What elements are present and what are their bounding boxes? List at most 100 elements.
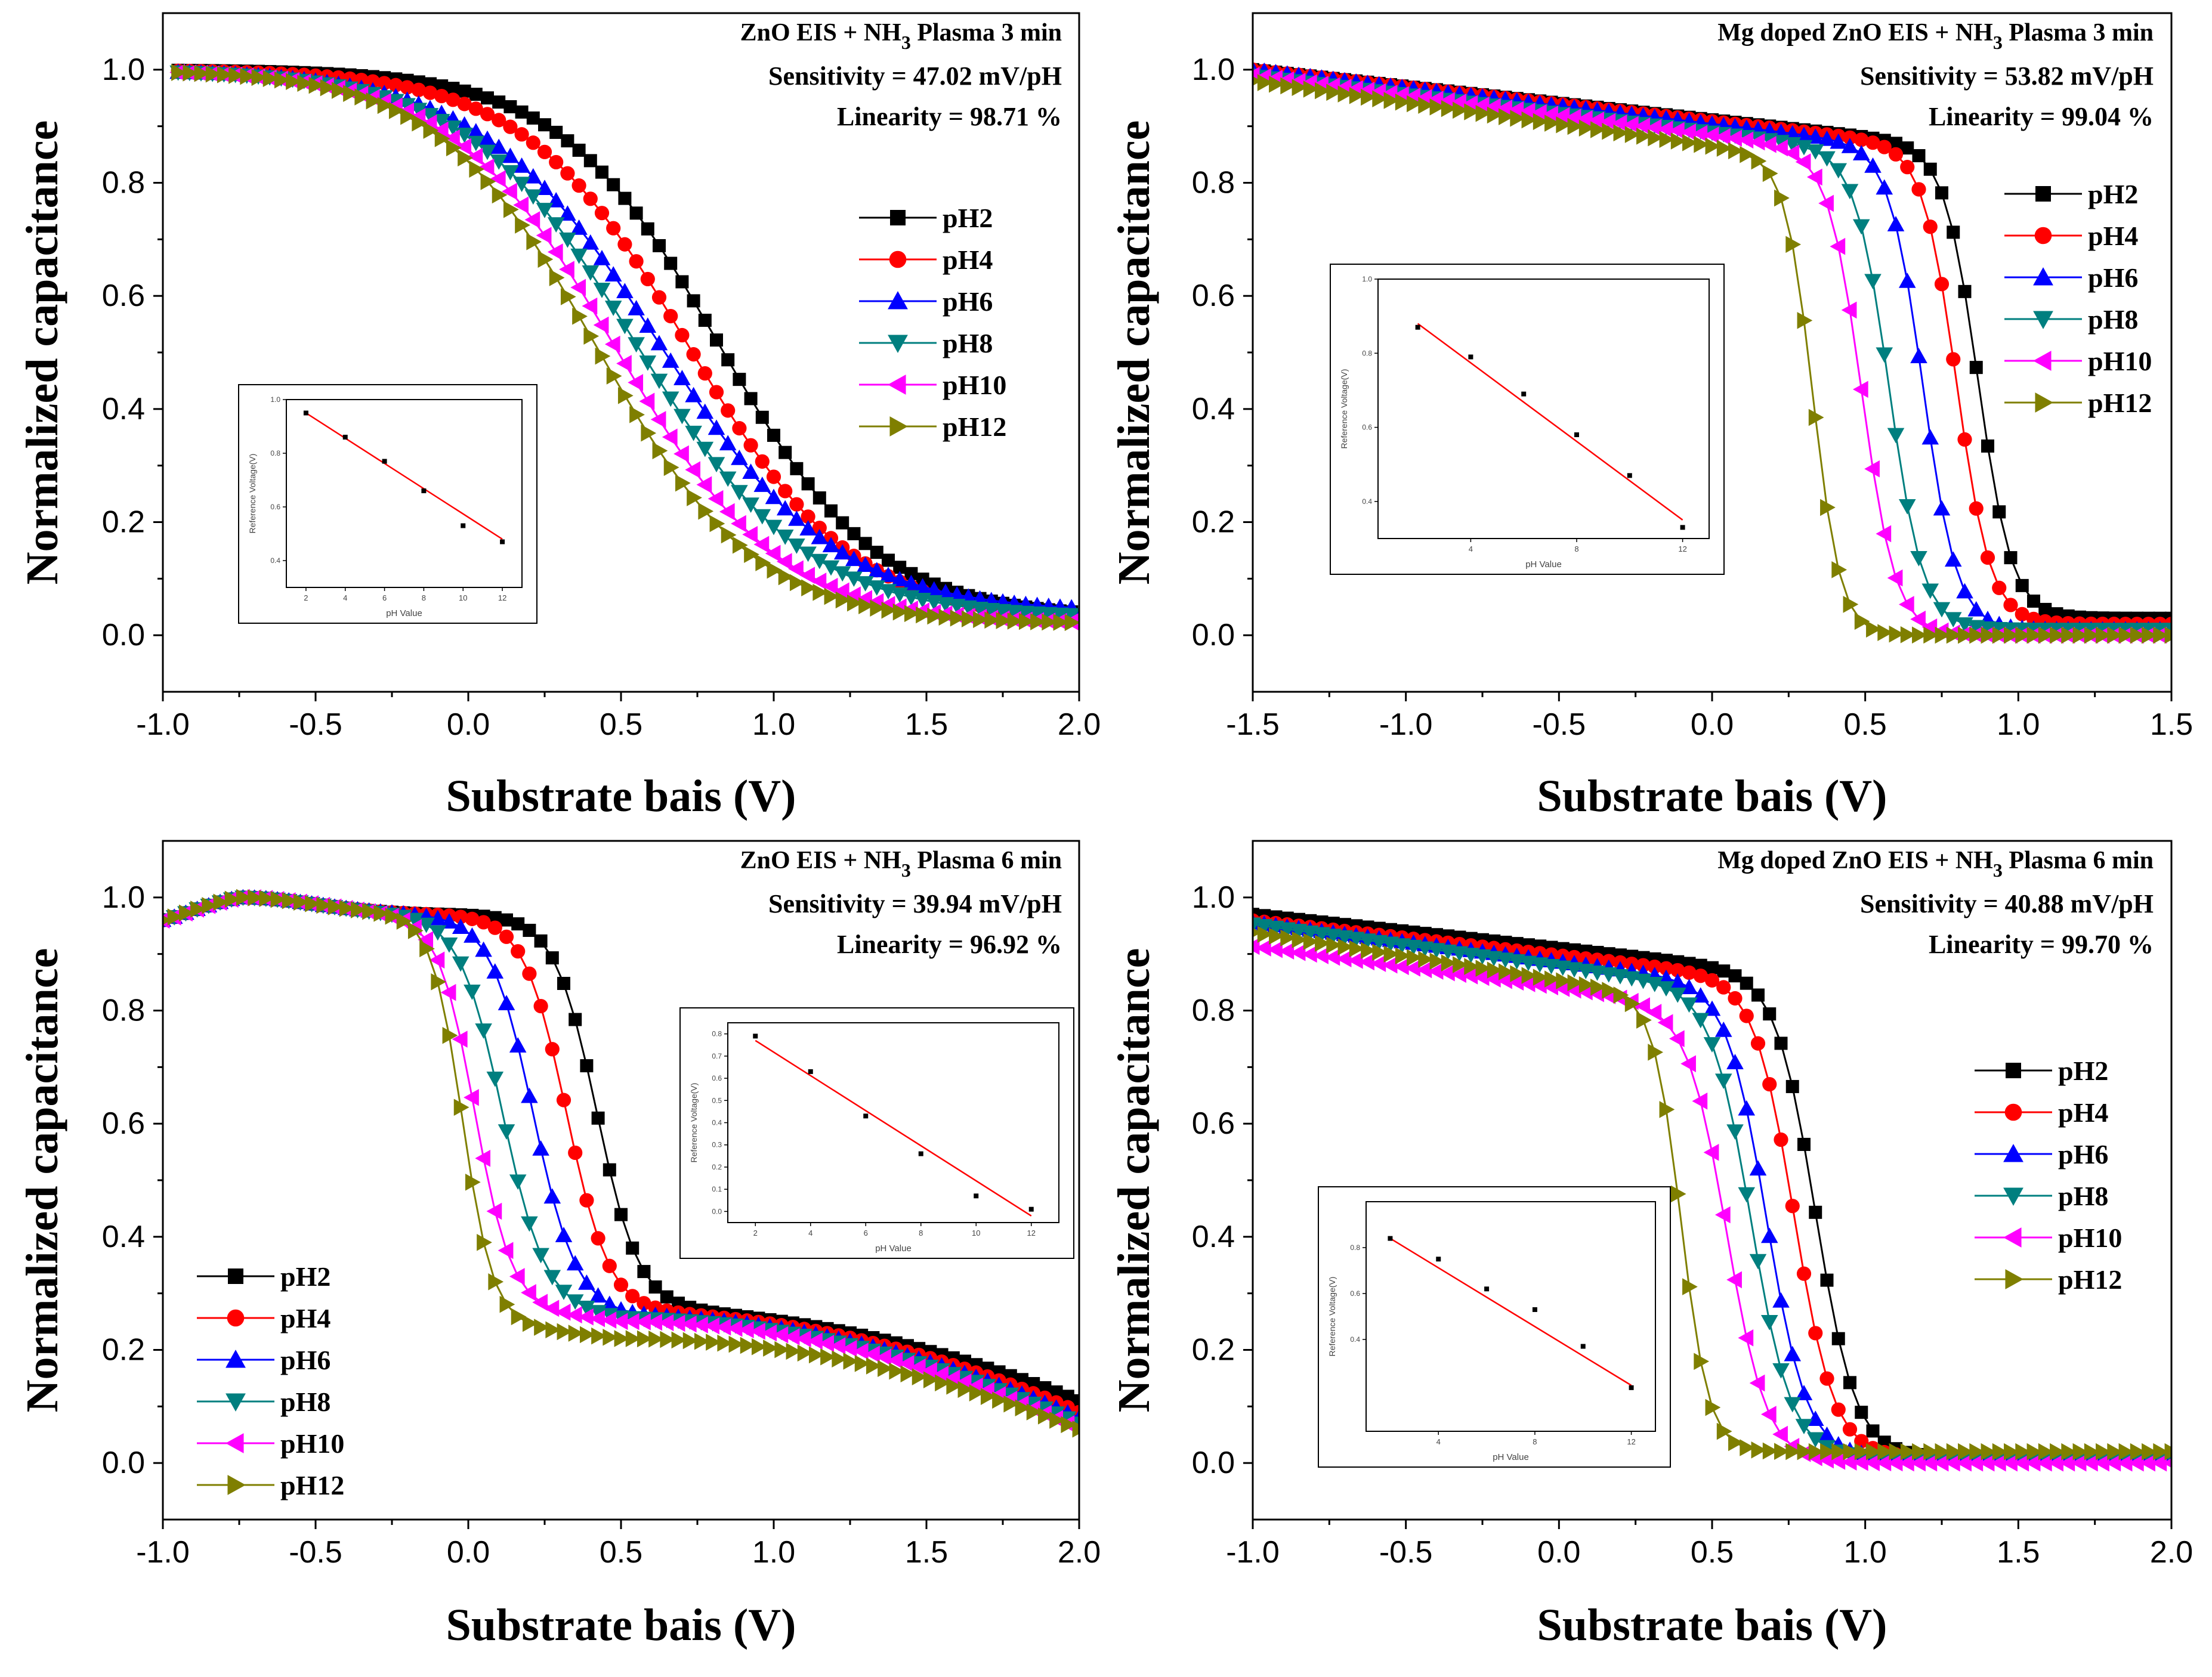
data-point-pH6 xyxy=(1795,1385,1813,1400)
data-point-pH4 xyxy=(629,254,644,269)
data-point-pH12 xyxy=(1854,1443,1870,1461)
data-point-pH12 xyxy=(1578,119,1595,137)
data-point-pH12 xyxy=(2026,1443,2043,1461)
data-point-pH4 xyxy=(1923,219,1938,234)
data-point-pH8 xyxy=(2025,623,2043,638)
legend-item: pH2 xyxy=(859,203,993,233)
data-point-pH6 xyxy=(776,500,794,516)
data-point-pH12 xyxy=(1946,626,1962,644)
data-point-pH10 xyxy=(2002,1454,2018,1472)
data-point-pH10 xyxy=(536,227,552,245)
legend-label: pH8 xyxy=(2088,304,2138,335)
panel-top-left: -1.0 -0.5 0.0 0.5 1.0 1.5 2.0 0.0 0.2 0.4 0.6 0.8 1.… xyxy=(17,12,1101,821)
data-point-pH12 xyxy=(1453,101,1468,119)
data-point-pH12 xyxy=(1003,1395,1020,1413)
panel-bottom-right: -1.0 -0.5 0.0 0.5 1.0 1.5 2.0 0.0 0.2 0.4 0.6 0.8 1.… xyxy=(1109,840,2193,1650)
x-tick-label: 1.5 xyxy=(1997,1535,2040,1570)
data-point-pH12 xyxy=(1659,131,1675,148)
data-point-pH4 xyxy=(1911,182,1926,197)
data-point-pH10 xyxy=(639,392,655,410)
data-point-pH8 xyxy=(475,1023,492,1039)
data-point-pH12 xyxy=(2107,1443,2123,1461)
data-point-pH2 xyxy=(675,275,689,289)
data-point-pH10 xyxy=(1657,120,1673,138)
legend-marker xyxy=(225,1350,246,1368)
data-point-pH12 xyxy=(2096,1443,2111,1461)
data-point-pH4 xyxy=(675,327,690,343)
y-tick-label: 0.2 xyxy=(1192,1333,1235,1367)
data-point-pH12 xyxy=(2118,626,2134,644)
data-point-pH10 xyxy=(1703,126,1719,144)
data-point-pH10 xyxy=(693,1316,708,1333)
data-point-pH12 xyxy=(687,489,702,506)
data-point-pH6 xyxy=(903,574,920,590)
y-tick-label: 0.8 xyxy=(1192,994,1235,1028)
data-point-pH12 xyxy=(2130,626,2146,644)
data-point-pH4 xyxy=(663,309,678,324)
legend-label: pH2 xyxy=(943,203,993,233)
inset-x-tick-label: 12 xyxy=(1027,1229,1036,1237)
data-point-pH4 xyxy=(1842,130,1858,145)
data-point-pH12 xyxy=(1808,1443,1824,1461)
data-point-pH10 xyxy=(1795,153,1811,171)
legend-marker xyxy=(225,1393,246,1412)
data-point-pH10 xyxy=(1806,168,1822,186)
title-subscript: 3 xyxy=(901,32,911,53)
data-point-pH12 xyxy=(866,1357,882,1375)
data-point-pH12 xyxy=(1418,97,1434,114)
data-point-pH12 xyxy=(1624,126,1641,143)
data-point-pH12 xyxy=(2038,626,2054,644)
title-subscript: 3 xyxy=(1993,859,2003,881)
legend-item: pH12 xyxy=(2004,388,2152,418)
data-point-pH2 xyxy=(1923,162,1937,176)
data-point-pH10 xyxy=(876,1348,892,1366)
data-point-pH4 xyxy=(1900,160,1915,175)
inset-data-point xyxy=(1680,525,1685,530)
data-point-pH12 xyxy=(1292,931,1308,949)
data-point-pH12 xyxy=(549,269,565,286)
data-point-pH6 xyxy=(731,449,748,465)
data-point-pH8 xyxy=(685,425,702,441)
inset-y-tick-label: 0.4 xyxy=(712,1119,722,1127)
data-point-pH4 xyxy=(1785,1199,1800,1214)
data-point-pH2 xyxy=(744,392,758,406)
data-point-pH10 xyxy=(1726,1271,1742,1289)
x-tick-label: 0.0 xyxy=(1537,1535,1580,1570)
data-point-pH10 xyxy=(1439,964,1455,982)
data-point-pH12 xyxy=(1280,77,1296,95)
data-point-pH6 xyxy=(628,300,645,315)
data-point-pH8 xyxy=(1795,140,1813,156)
data-point-pH8 xyxy=(765,519,783,536)
data-point-pH12 xyxy=(1521,111,1537,129)
data-point-pH10 xyxy=(1519,103,1536,120)
data-point-pH12 xyxy=(190,901,206,918)
data-point-pH8 xyxy=(2002,622,2019,638)
data-point-pH10 xyxy=(750,1322,765,1340)
data-point-pH10 xyxy=(467,147,483,165)
legend-label: pH10 xyxy=(943,370,1006,400)
data-point-pH4 xyxy=(640,271,655,287)
data-point-pH10 xyxy=(1565,109,1581,126)
data-point-pH6 xyxy=(674,370,691,385)
data-point-pH12 xyxy=(1453,956,1468,973)
inset-x-tick-label: 2 xyxy=(304,593,308,602)
data-point-pH8 xyxy=(521,1216,538,1232)
inset-background xyxy=(679,1007,1074,1259)
inset-fit-line xyxy=(1417,323,1683,521)
data-point-pH10 xyxy=(429,951,445,969)
data-point-pH2 xyxy=(1740,976,1753,990)
data-point-pH12 xyxy=(698,502,714,520)
data-point-pH10 xyxy=(1657,1014,1673,1031)
data-point-pH12 xyxy=(1958,1443,1973,1461)
data-point-pH6 xyxy=(1956,583,1973,599)
data-point-pH12 xyxy=(385,907,401,925)
title-main: ZnO EIS + NH xyxy=(740,19,901,47)
data-point-pH10 xyxy=(1933,1454,1949,1472)
data-point-pH12 xyxy=(526,233,542,250)
data-point-pH6 xyxy=(486,963,504,979)
legend-marker xyxy=(2003,1187,2023,1206)
data-point-pH4 xyxy=(583,191,598,206)
linearity-annotation: Linearity = 98.71 % xyxy=(837,102,1062,131)
data-point-pH12 xyxy=(1705,137,1721,155)
data-point-pH12 xyxy=(419,940,435,958)
